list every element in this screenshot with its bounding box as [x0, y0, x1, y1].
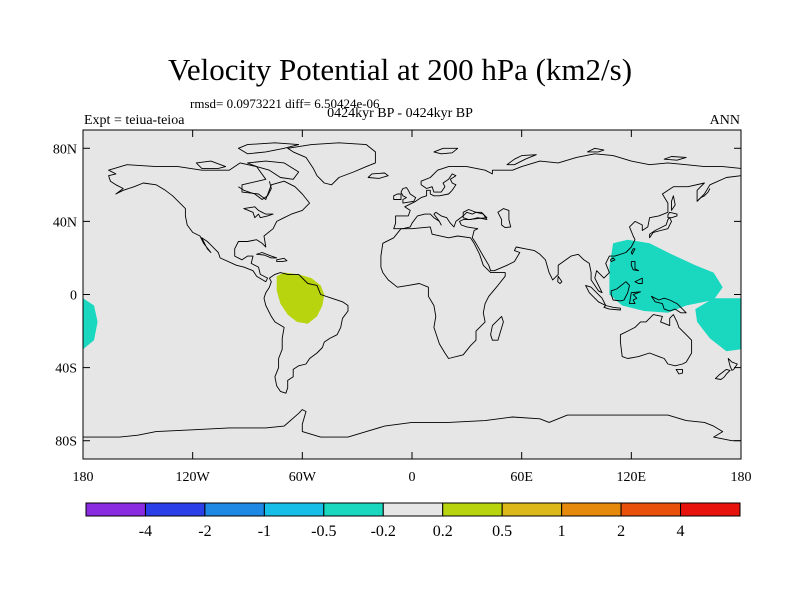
- colorbar-label: -2: [198, 523, 211, 540]
- coastline-black-sea: [462, 209, 488, 221]
- coastline-svalbard: [433, 147, 459, 155]
- coastline-cuba: [256, 252, 278, 259]
- lon-tick-label: 180: [73, 470, 94, 485]
- colorbar-swatch: [263, 502, 325, 517]
- coastline-new-zealand-south: [714, 368, 731, 380]
- colorbar-swatch: [382, 502, 444, 517]
- coastline-taiwan: [630, 248, 636, 255]
- coastline-great-britain: [400, 187, 417, 204]
- coastline-hokkaido: [667, 211, 678, 219]
- coastline-java: [603, 305, 621, 311]
- colorbar-label: 4: [677, 523, 685, 540]
- coastline-japan: [649, 217, 672, 239]
- lon-tick-label: 60E: [510, 470, 533, 485]
- coastline-tasmania: [675, 368, 683, 375]
- period-line: 0424kyr BP - 0424kyr BP: [327, 106, 473, 121]
- colorbar-swatch: [620, 502, 682, 517]
- colorbar: -4 -2 -1 -0.5 -0.2 0.2 0.5 1 2 4: [85, 502, 741, 540]
- colorbar-swatch: [501, 502, 563, 517]
- coastline-hainan: [610, 257, 616, 263]
- coastline-north-america: [108, 162, 311, 283]
- stats-line: rmsd= 0.0973221 diff= 6.50424e-06: [190, 96, 380, 111]
- coastline-borneo: [610, 281, 630, 302]
- coastline-ireland: [393, 193, 402, 200]
- colorbar-label: -0.5: [311, 523, 336, 540]
- lat-tick-label: 40N: [53, 215, 77, 230]
- anomaly-amazon-positive: [276, 272, 325, 324]
- colorbar-label: 0.5: [492, 523, 512, 540]
- coastline-sakhalin: [671, 195, 676, 211]
- coastline-victoria-island: [195, 160, 227, 169]
- lat-tick-label: 40S: [55, 362, 77, 377]
- coastline-hudson-bay: [238, 181, 272, 200]
- coastline-africa: [380, 226, 506, 359]
- anomaly-layer: [83, 239, 741, 352]
- coastline-caspian-sea: [497, 208, 512, 229]
- coastline-luzon: [630, 261, 640, 272]
- colorbar-label: 0.2: [433, 523, 453, 540]
- colorbar-label: 2: [617, 523, 625, 540]
- coastline-iceland: [367, 172, 389, 179]
- coastline-new-zealand-north: [727, 358, 738, 371]
- coastline-layer: [83, 142, 742, 442]
- coastline-greenland: [287, 142, 376, 186]
- experiment-label: Expt = teiua-teioa: [84, 113, 185, 128]
- coastline-kamchatka: [696, 188, 711, 202]
- colorbar-swatch: [323, 502, 384, 517]
- anomaly-west-pacific-negative: [609, 239, 723, 313]
- coastline-madagascar: [490, 315, 504, 341]
- colorbar-swatch: [85, 502, 146, 517]
- lon-tick-label: 120W: [176, 470, 211, 485]
- coastline-baffin-island: [247, 160, 300, 180]
- coastline-mindanao: [634, 277, 643, 284]
- coastline-hispaniola: [276, 257, 288, 263]
- plot-title: Velocity Potential at 200 hPa (km2/s): [167, 52, 633, 87]
- coastline-new-siberian-islands: [663, 156, 687, 161]
- lat-tick-label: 80S: [55, 435, 77, 450]
- coastline-south-america: [263, 272, 349, 394]
- colorbar-label: 1: [558, 523, 566, 540]
- colorbar-label: -1: [258, 523, 271, 540]
- coastline-antarctica: [83, 409, 741, 442]
- colorbar-swatch: [561, 502, 622, 517]
- axis-ticks: 80N 40N 0 40S 80S 180 120W 60W 0 60E 120E 180: [53, 130, 752, 485]
- lon-tick-label: 180: [731, 470, 752, 485]
- colorbar-swatch: [144, 502, 206, 517]
- colorbar-swatch: [680, 502, 741, 517]
- lon-tick-label: 60W: [289, 470, 317, 485]
- colorbar-swatch: [442, 502, 503, 517]
- coastline-australia: [619, 314, 693, 367]
- coastline-new-guinea: [650, 295, 687, 314]
- anomaly-south-pacific-negative-east: [695, 298, 741, 352]
- coastline-sri-lanka: [557, 275, 563, 284]
- coastline-great-lakes: [243, 206, 274, 219]
- anomaly-south-pacific-negative-west: [83, 298, 98, 350]
- coastline-sulawesi: [629, 291, 641, 305]
- colorbar-swatch: [204, 502, 265, 517]
- colorbar-label: -4: [139, 523, 152, 540]
- lon-tick-label: 0: [409, 470, 416, 485]
- lon-tick-label: 120E: [617, 470, 647, 485]
- lat-tick-label: 0: [70, 289, 77, 304]
- coastline-novaya-zemlya: [506, 154, 537, 166]
- season-label: ANN: [709, 113, 740, 128]
- coastline-ellesmere-island: [237, 142, 300, 155]
- coastline-severnaya-zemlya: [587, 147, 605, 153]
- lat-tick-label: 80N: [53, 142, 77, 157]
- colorbar-label: -0.2: [371, 523, 396, 540]
